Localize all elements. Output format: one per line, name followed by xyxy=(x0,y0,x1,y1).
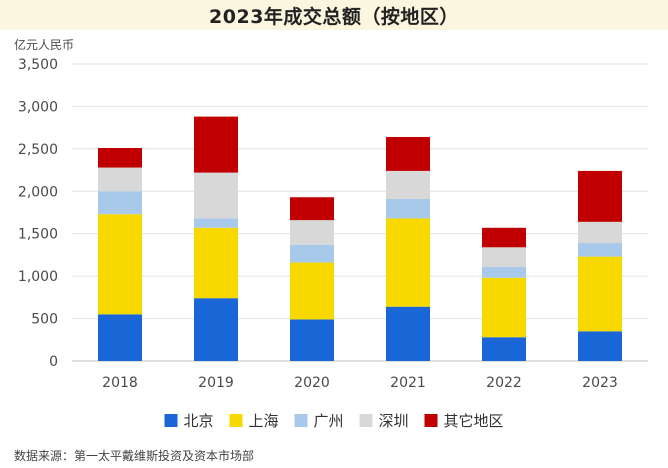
x-tick-label-2020: 2020 xyxy=(294,375,330,391)
bar-2023-series-4[interactable] xyxy=(578,170,622,222)
y-tick-label-500: 500 xyxy=(31,312,58,328)
stacked-bar-chart: 0 500 1,000 1,500 2,000 2,500 3,000 3,500 2018 20… xyxy=(18,57,648,430)
bar-2021-series-1[interactable] xyxy=(386,218,430,307)
bar-2021-series-2[interactable] xyxy=(386,198,430,219)
bar-2018-series-0[interactable] xyxy=(98,314,142,361)
bar-2020-series-1[interactable] xyxy=(290,262,334,320)
bar-2022-series-3[interactable] xyxy=(482,247,526,267)
bar-2019-series-3[interactable] xyxy=(194,172,238,219)
legend-label-3: 深圳 xyxy=(379,412,409,430)
bar-2021-series-4[interactable] xyxy=(386,136,430,171)
legend-swatch-4 xyxy=(424,414,438,427)
y-tick-label-3500: 3,500 xyxy=(18,57,58,73)
legend-swatch-1 xyxy=(229,414,243,427)
chart-title: 2023年成交总额（按地区） xyxy=(209,5,459,28)
bar-2019-series-0[interactable] xyxy=(194,298,238,361)
bar-2021-series-3[interactable] xyxy=(386,170,430,199)
bar-2023-series-0[interactable] xyxy=(578,331,622,361)
bar-2022-series-4[interactable] xyxy=(482,227,526,248)
bar-2022-series-0[interactable] xyxy=(482,337,526,361)
bar-2023-series-2[interactable] xyxy=(578,243,622,257)
bar-2021-series-0[interactable] xyxy=(386,306,430,361)
bar-2019-series-2[interactable] xyxy=(194,218,238,228)
bar-2020-series-3[interactable] xyxy=(290,220,334,245)
bar-2020-series-4[interactable] xyxy=(290,197,334,221)
bar-2022-series-2[interactable] xyxy=(482,266,526,278)
y-tick-label-3000: 3,000 xyxy=(18,99,58,115)
bar-2018-series-1[interactable] xyxy=(98,214,142,315)
x-tick-label-2021: 2021 xyxy=(390,375,426,391)
legend-label-0: 北京 xyxy=(184,412,214,430)
title-band: 2023年成交总额（按地区） xyxy=(0,0,668,30)
legend-label-2: 广州 xyxy=(314,412,344,430)
legend-swatch-0 xyxy=(164,414,178,427)
y-tick-label-2500: 2,500 xyxy=(18,142,58,158)
y-tick-label-1500: 1,500 xyxy=(18,227,58,243)
legend-label-4: 其它地区 xyxy=(444,412,504,430)
x-tick-label-2023: 2023 xyxy=(582,375,618,391)
y-axis-unit-label: 亿元人民币 xyxy=(14,38,75,52)
y-tick-label-1000: 1,000 xyxy=(18,269,58,285)
y-tick-label-2000: 2,000 xyxy=(18,184,58,200)
x-tick-label-2018: 2018 xyxy=(102,375,138,391)
legend-swatch-2 xyxy=(294,414,308,427)
bar-2020-series-2[interactable] xyxy=(290,244,334,263)
bar-2019-series-4[interactable] xyxy=(194,116,238,173)
bar-2018-series-4[interactable] xyxy=(98,148,142,168)
source-note: 数据来源：第一太平戴维斯投资及资本市场部 xyxy=(14,449,255,463)
x-tick-label-2022: 2022 xyxy=(486,375,522,391)
bar-2022-series-1[interactable] xyxy=(482,277,526,338)
bar-2023-series-1[interactable] xyxy=(578,256,622,332)
legend-label-1: 上海 xyxy=(249,412,279,430)
legend-swatch-3 xyxy=(359,414,373,427)
y-tick-label-0: 0 xyxy=(49,354,58,370)
bar-2020-series-0[interactable] xyxy=(290,319,334,361)
x-tick-label-2019: 2019 xyxy=(198,375,234,391)
bar-2018-series-2[interactable] xyxy=(98,191,142,215)
bar-2018-series-3[interactable] xyxy=(98,167,142,192)
bar-2019-series-1[interactable] xyxy=(194,227,238,299)
bar-2023-series-3[interactable] xyxy=(578,221,622,244)
